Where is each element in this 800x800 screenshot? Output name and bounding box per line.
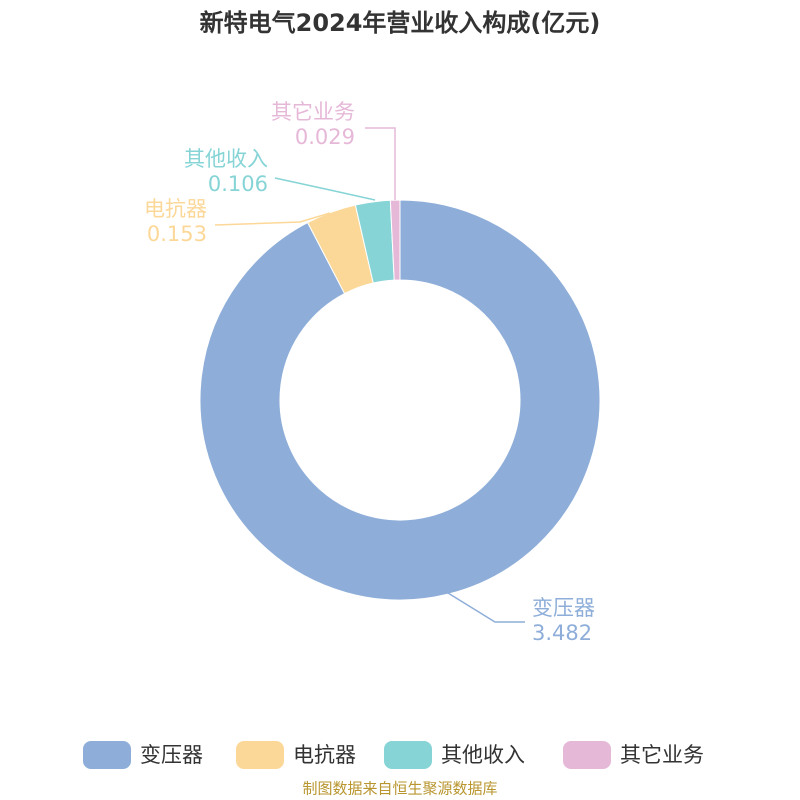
legend-label: 电抗器	[293, 743, 356, 767]
legend-swatch	[236, 741, 284, 769]
source-note: 制图数据来自恒生聚源数据库	[302, 780, 497, 798]
value-label: 0.029	[295, 125, 355, 149]
donut-slice	[389, 199, 401, 281]
slice-label: 其他收入	[184, 147, 268, 171]
slice-label: 其它业务	[271, 100, 355, 124]
leader-line	[365, 127, 396, 200]
slice-label: 电抗器	[144, 197, 207, 221]
legend-label: 变压器	[140, 743, 203, 767]
leader-line	[274, 177, 376, 201]
slice-label: 变压器	[532, 596, 595, 620]
legend-label: 其他收入	[441, 743, 525, 767]
chart-title: 新特电气2024年营业收入构成(亿元)	[200, 9, 601, 37]
value-label: 3.482	[532, 621, 592, 645]
leader-line	[214, 212, 331, 226]
value-label: 0.153	[147, 222, 207, 246]
donut-slice	[199, 199, 601, 601]
leader-line	[447, 592, 525, 623]
value-label: 0.106	[208, 172, 268, 196]
legend-swatch	[83, 741, 131, 769]
legend-swatch	[563, 741, 611, 769]
legend-label: 其它业务	[620, 743, 704, 767]
legend-swatch	[384, 741, 432, 769]
